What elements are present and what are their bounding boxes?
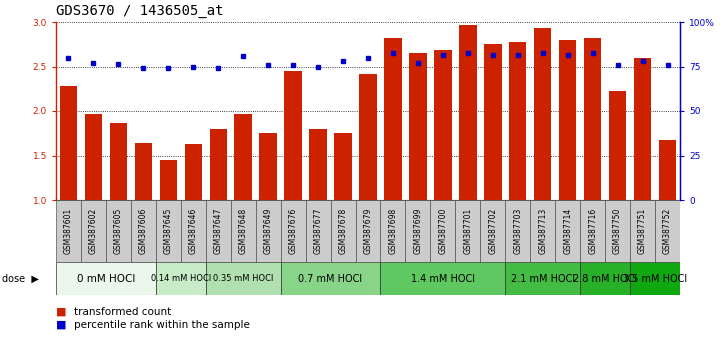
Text: GDS3670 / 1436505_at: GDS3670 / 1436505_at [56, 5, 223, 18]
Bar [530, 200, 555, 262]
Text: GSM387647: GSM387647 [214, 208, 223, 254]
Bar [655, 200, 680, 262]
Bar [609, 91, 626, 200]
Bar [580, 200, 605, 262]
Bar [280, 262, 381, 295]
Bar [234, 114, 252, 200]
Bar [206, 262, 280, 295]
Bar [559, 40, 577, 200]
Text: GSM387752: GSM387752 [663, 208, 672, 254]
Text: GSM387703: GSM387703 [513, 208, 522, 254]
Bar [630, 262, 680, 295]
Bar [580, 262, 630, 295]
Text: transformed count: transformed count [74, 307, 172, 317]
Text: dose  ▶: dose ▶ [2, 274, 39, 284]
Text: GSM387701: GSM387701 [463, 208, 472, 254]
Bar [381, 262, 505, 295]
Text: 2.8 mM HOCl: 2.8 mM HOCl [573, 274, 637, 284]
Text: GSM387646: GSM387646 [189, 208, 198, 254]
Bar [206, 200, 231, 262]
Bar [184, 144, 202, 200]
Bar [135, 143, 152, 200]
Bar [181, 200, 206, 262]
Bar [256, 200, 280, 262]
Bar [605, 200, 630, 262]
Bar [509, 42, 526, 200]
Text: GSM387648: GSM387648 [239, 208, 248, 254]
Bar [131, 200, 156, 262]
Bar [110, 122, 127, 200]
Bar [555, 200, 580, 262]
Bar [210, 129, 227, 200]
Bar [334, 133, 352, 200]
Text: 0.14 mM HOCl: 0.14 mM HOCl [151, 274, 211, 283]
Text: ■: ■ [56, 307, 66, 317]
Bar [484, 44, 502, 200]
Text: GSM387606: GSM387606 [139, 208, 148, 254]
Text: 1.4 mM HOCl: 1.4 mM HOCl [411, 274, 475, 284]
Bar [505, 262, 580, 295]
Bar [81, 200, 106, 262]
Bar [156, 262, 206, 295]
Bar [106, 200, 131, 262]
Text: GSM387602: GSM387602 [89, 208, 98, 254]
Text: GSM387713: GSM387713 [538, 208, 547, 254]
Bar [285, 71, 302, 200]
Bar [156, 200, 181, 262]
Bar [584, 38, 601, 200]
Text: GSM387676: GSM387676 [288, 208, 298, 254]
Text: GSM387700: GSM387700 [438, 208, 448, 254]
Text: GSM387678: GSM387678 [339, 208, 347, 254]
Text: 0.35 mM HOCl: 0.35 mM HOCl [213, 274, 274, 283]
Text: percentile rank within the sample: percentile rank within the sample [74, 320, 250, 330]
Bar [331, 200, 355, 262]
Bar [455, 200, 480, 262]
Bar [56, 262, 156, 295]
Text: GSM387702: GSM387702 [488, 208, 497, 254]
Bar [159, 160, 177, 200]
Bar [630, 200, 655, 262]
Bar [84, 114, 102, 200]
Bar [505, 200, 530, 262]
Bar [280, 200, 306, 262]
Text: 0.7 mM HOCl: 0.7 mM HOCl [298, 274, 363, 284]
Text: GSM387601: GSM387601 [64, 208, 73, 254]
Bar [634, 58, 652, 200]
Text: GSM387751: GSM387751 [638, 208, 647, 254]
Bar [56, 200, 81, 262]
Text: GSM387649: GSM387649 [264, 208, 273, 254]
Bar [480, 200, 505, 262]
Bar [381, 200, 405, 262]
Bar [355, 200, 381, 262]
Bar [309, 129, 327, 200]
Bar [231, 200, 256, 262]
Bar [659, 141, 676, 200]
Bar [409, 53, 427, 200]
Text: ■: ■ [56, 320, 66, 330]
Bar [405, 200, 430, 262]
Text: 3.5 mM HOCl: 3.5 mM HOCl [623, 274, 687, 284]
Text: GSM387645: GSM387645 [164, 208, 173, 254]
Bar [359, 74, 376, 200]
Bar [534, 28, 551, 200]
Bar [459, 25, 477, 200]
Bar [259, 133, 277, 200]
Text: GSM387677: GSM387677 [314, 208, 323, 254]
Text: GSM387714: GSM387714 [563, 208, 572, 254]
Text: GSM387679: GSM387679 [363, 208, 373, 254]
Bar [434, 51, 451, 200]
Text: GSM387750: GSM387750 [613, 208, 622, 254]
Text: GSM387699: GSM387699 [414, 208, 422, 254]
Text: GSM387605: GSM387605 [114, 208, 123, 254]
Bar [60, 86, 77, 200]
Text: GSM387698: GSM387698 [389, 208, 397, 254]
Bar [306, 200, 331, 262]
Bar [430, 200, 455, 262]
Bar [384, 38, 402, 200]
Text: 2.1 mM HOCl: 2.1 mM HOCl [510, 274, 575, 284]
Text: GSM387716: GSM387716 [588, 208, 597, 254]
Text: 0 mM HOCl: 0 mM HOCl [76, 274, 135, 284]
